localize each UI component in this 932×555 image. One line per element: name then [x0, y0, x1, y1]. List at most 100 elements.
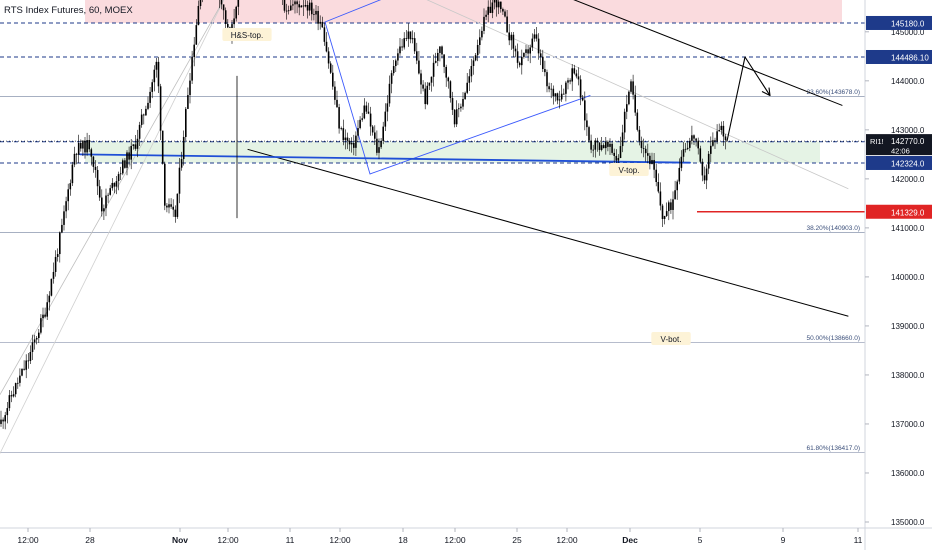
- candle-body-down: [124, 160, 126, 168]
- candle-body-up: [680, 156, 683, 168]
- candle-body-up: [686, 147, 689, 149]
- candle-body-down: [332, 72, 334, 87]
- candle-body-down: [512, 34, 515, 49]
- candle-body-down: [670, 202, 672, 210]
- candle-body-up: [4, 415, 6, 422]
- level-badge-bg: [866, 49, 932, 64]
- candle-body-down: [657, 182, 660, 192]
- resistance-zone: [85, 0, 842, 23]
- candle-body-up: [86, 140, 88, 153]
- candle-body-up: [483, 16, 485, 31]
- candle-body-down: [346, 137, 349, 141]
- candle-body-up: [115, 181, 118, 187]
- y-tick-label: 139000.0: [891, 322, 925, 331]
- y-tick-label: 140000.0: [891, 273, 925, 282]
- candle-body-down: [552, 88, 555, 97]
- annotation-box: [222, 28, 272, 41]
- candle-body-down: [143, 114, 145, 116]
- candle-body-up: [117, 174, 120, 182]
- candle-body-down: [313, 14, 315, 16]
- candle-body-up: [33, 339, 36, 343]
- time-axis[interactable]: 12:00 28 Nov 12:00 11 12:00 18 12:00 25 12:00 Dec 5…: [17, 528, 863, 545]
- candle-body-up: [510, 34, 513, 41]
- candle-body-down: [514, 48, 517, 52]
- candle-body-up: [132, 144, 135, 146]
- candle-body-up: [290, 5, 292, 11]
- y-tick-label: 144000.0: [891, 77, 925, 86]
- candle-body-up: [388, 83, 391, 104]
- candle-body-up: [626, 104, 628, 112]
- blue-channel-lower: [369, 95, 591, 175]
- candle-body-down: [296, 1, 298, 5]
- x-tick-label: Nov: [172, 535, 188, 545]
- candle-body-up: [69, 183, 72, 190]
- candle-body-down: [327, 51, 330, 64]
- candle-body-up: [491, 2, 494, 13]
- candle-body-down: [659, 191, 662, 206]
- candle-body-down: [285, 10, 288, 12]
- fib-label: 38.20%(140903.0): [807, 225, 861, 232]
- candle-body-down: [573, 68, 576, 74]
- candle-body-down: [44, 314, 46, 317]
- candle-body-down: [306, 5, 309, 11]
- candle-body-down: [598, 142, 601, 150]
- price-axis[interactable]: 135000.0 136000.0 137000.0 138000.0 139000.0…: [865, 0, 925, 527]
- candle-body-up: [185, 108, 187, 137]
- candle-body-up: [151, 82, 153, 92]
- candle-body-down: [224, 10, 227, 24]
- trendline-upper: [573, 0, 843, 106]
- candle-body-up: [40, 318, 42, 333]
- fib-label: 61.80%(136417.0): [807, 445, 861, 452]
- current-price-badge-bg: [866, 134, 932, 156]
- candle-body-up: [359, 119, 361, 129]
- candle-body-up: [554, 93, 557, 97]
- candle-body-down: [166, 205, 168, 208]
- candle-body-down: [722, 125, 725, 137]
- candle-body-up: [48, 295, 51, 303]
- candle-body-down: [374, 132, 376, 139]
- projection-leg-1: [726, 56, 746, 142]
- candle-body-up: [122, 160, 124, 174]
- candle-body-down: [342, 128, 345, 141]
- candle-body-down: [508, 32, 510, 41]
- candle-body-down: [164, 163, 166, 206]
- candle-body-down: [506, 16, 508, 33]
- candle-body-down: [422, 84, 424, 89]
- candle-body-up: [199, 0, 202, 6]
- y-tick-label: 136000.0: [891, 469, 925, 478]
- level-badge-text: 142324.0: [891, 159, 925, 168]
- candle-body-down: [420, 73, 422, 85]
- red-level-badge-text: 141329.0: [891, 208, 925, 217]
- candle-body-up: [187, 95, 189, 109]
- y-tick-label: 145000.0: [891, 28, 925, 37]
- candle-body-down: [416, 51, 418, 61]
- candle-body-up: [136, 138, 139, 149]
- candle-body-down: [172, 206, 174, 210]
- candle-body-down: [647, 153, 649, 156]
- x-tick-label: 9: [781, 535, 786, 545]
- candle-body-down: [365, 105, 368, 112]
- annotation-box: [651, 332, 691, 345]
- x-tick-label: 28: [85, 535, 95, 545]
- candle-body-up: [77, 142, 80, 155]
- candle-body-down: [405, 38, 408, 40]
- candle-body-up: [567, 80, 569, 83]
- candle-body-up: [668, 202, 670, 212]
- candle-body-up: [109, 188, 111, 195]
- candle-body-down: [699, 148, 702, 162]
- candle-body-up: [126, 152, 128, 168]
- annotation-box: [609, 163, 649, 176]
- projection-leg-2: [744, 56, 771, 97]
- candle-body-down: [638, 129, 641, 142]
- candle-body-up: [428, 82, 431, 86]
- candle-body-down: [409, 31, 412, 40]
- candle-body-down: [504, 11, 506, 17]
- candle-body-up: [630, 81, 632, 92]
- candle-body-up: [430, 76, 433, 83]
- candle-body-up: [35, 337, 38, 340]
- candle-body-up: [67, 189, 69, 202]
- candle-body-down: [544, 69, 546, 73]
- candle-body-up: [399, 46, 401, 54]
- x-tick-label: 12:00: [17, 535, 39, 545]
